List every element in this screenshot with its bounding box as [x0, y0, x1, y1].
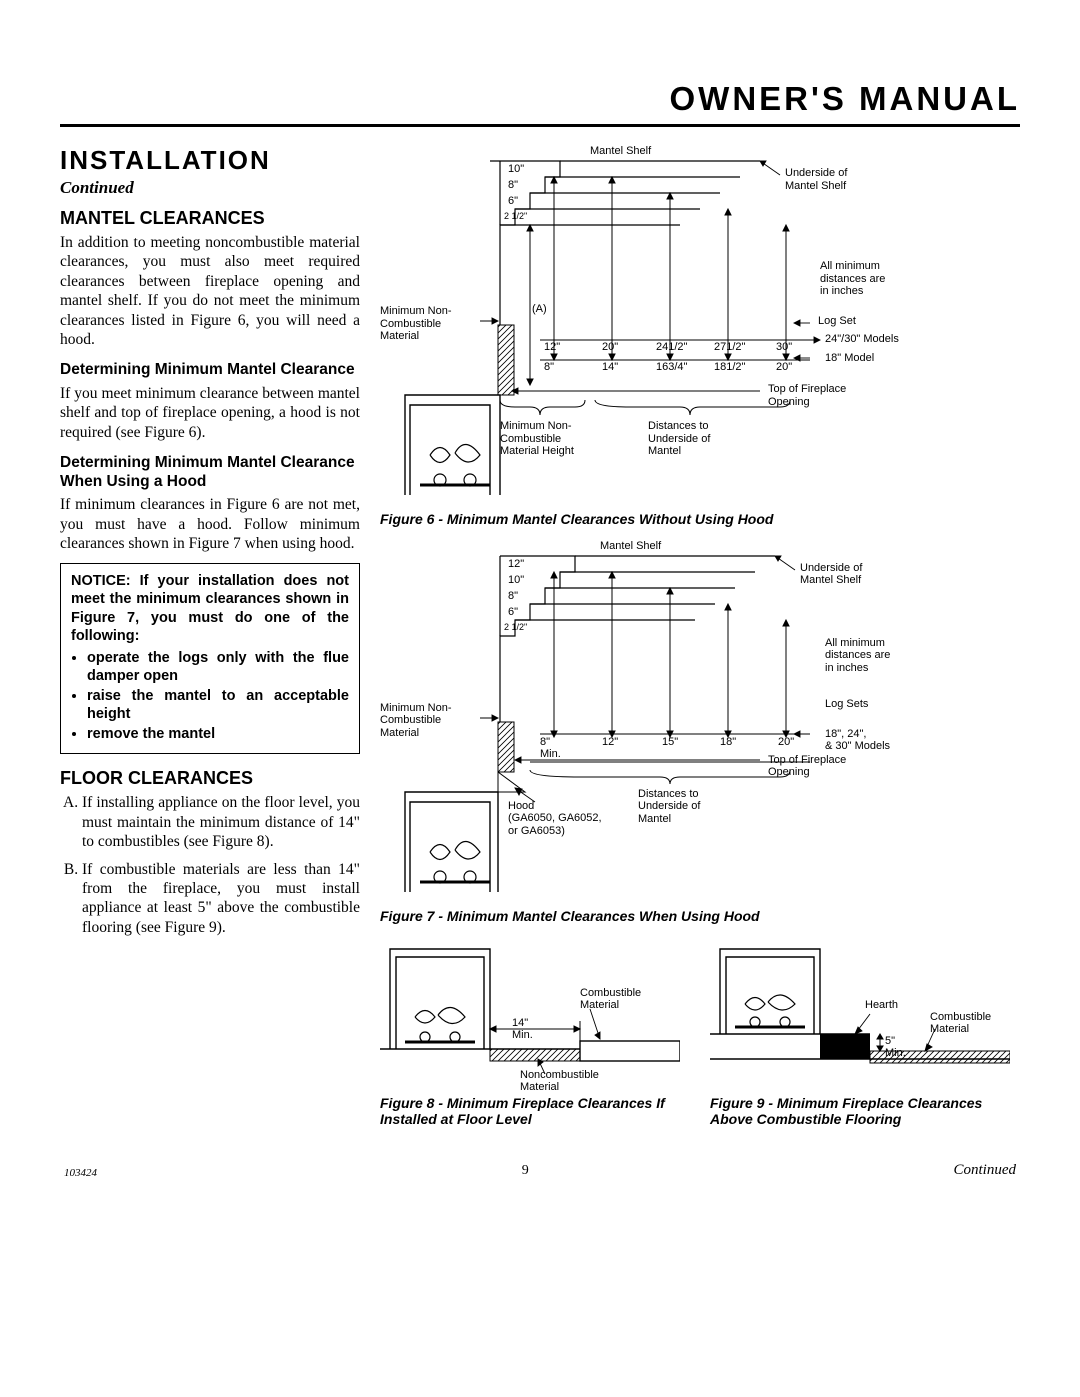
label-models2: 18" Model	[825, 352, 874, 365]
label-min-noncomb-h: Minimum Non- Combustible Material Height	[500, 420, 574, 458]
section-heading: INSTALLATION	[60, 145, 360, 176]
notice-bullet: remove the mantel	[87, 725, 349, 743]
label-min-noncomb: Minimum Non- Combustible Material	[380, 305, 452, 343]
row-val: 30"	[776, 341, 792, 354]
figure-7-diagram: Mantel Shelf Underside of Mantel Shelf A…	[380, 542, 1020, 902]
mantel-sub1: Determining Minimum Mantel Clearance	[60, 361, 360, 380]
label-min-noncomb: Minimum Non- Combustible Material	[380, 702, 452, 740]
floor-item-a: If installing appliance on the floor lev…	[82, 793, 360, 851]
mantel-p1: In addition to meeting noncombustible ma…	[60, 233, 360, 349]
label-underside: Underside of Mantel Shelf	[800, 562, 862, 587]
row-val: 20"	[602, 341, 618, 354]
label-underside: Underside of Mantel Shelf	[785, 167, 847, 192]
label-combustible: Combustible Material	[930, 1011, 991, 1036]
step-label: 2 1/2"	[504, 622, 527, 632]
label-allmin: All minimum distances are in inches	[820, 260, 885, 298]
label-topopen: Top of Fireplace Opening	[768, 754, 846, 779]
mantel-heading: MANTEL CLEARANCES	[60, 208, 360, 229]
row-val: 8"	[544, 361, 554, 374]
row-val: 18"	[720, 736, 736, 749]
label-allmin: All minimum distances are in inches	[825, 637, 890, 675]
label-mantel-shelf: Mantel Shelf	[600, 540, 661, 553]
label-dist: 5" Min.	[885, 1035, 906, 1060]
row-val: 8" Min.	[540, 736, 561, 761]
notice-bullet: operate the logs only with the flue damp…	[87, 649, 349, 685]
step-label: 12"	[508, 558, 524, 571]
label-logset: Log Set	[818, 315, 856, 328]
notice-box: NOTICE: If your installation does not me…	[60, 563, 360, 754]
figure-6-diagram: Mantel Shelf Underside of Mantel Shelf A…	[380, 145, 1020, 505]
label-a: (A)	[532, 303, 547, 316]
figure-8-diagram: 14" Min. Combustible Material Noncombust…	[380, 939, 690, 1089]
label-mantel-shelf: Mantel Shelf	[590, 145, 651, 158]
floor-heading: FLOOR CLEARANCES	[60, 768, 360, 789]
label-combustible: Combustible Material	[580, 987, 641, 1012]
label-models: 18", 24", & 30" Models	[825, 728, 890, 753]
label-noncombustible: Noncombustible Material	[520, 1069, 599, 1094]
notice-bullet: raise the mantel to an acceptable height	[87, 687, 349, 723]
step-label: 8"	[508, 590, 518, 603]
label-dist-under: Distances to Underside of Mantel	[638, 788, 700, 826]
row-val: 20"	[778, 736, 794, 749]
mantel-sub2: Determining Minimum Mantel Clearance Whe…	[60, 454, 360, 491]
step-label: 8"	[508, 179, 518, 192]
label-logsets: Log Sets	[825, 698, 868, 711]
mantel-p2: If you meet minimum clearance between ma…	[60, 384, 360, 442]
label-hearth: Hearth	[865, 999, 898, 1012]
row-val: 12"	[544, 341, 560, 354]
label-topopen: Top of Fireplace Opening	[768, 383, 846, 408]
label-dist-under: Distances to Underside of Mantel	[648, 420, 710, 458]
label-models1: 24"/30" Models	[825, 333, 899, 346]
step-label: 10"	[508, 163, 524, 176]
row-val: 20"	[776, 361, 792, 374]
figure-9-caption: Figure 9 - Minimum Fireplace Clearances …	[710, 1095, 1020, 1129]
row-val: 181/2"	[714, 361, 745, 374]
notice-lead: NOTICE: If your installation does not me…	[71, 572, 349, 645]
label-hood: Hood (GA6050, GA6052, or GA6053)	[508, 800, 602, 838]
label-dist: 14" Min.	[512, 1017, 533, 1042]
continued-label: Continued	[954, 1162, 1017, 1179]
floor-item-b: If combustible materials are less than 1…	[82, 860, 360, 938]
row-val: 12"	[602, 736, 618, 749]
page-title: OWNER'S MANUAL	[60, 80, 1020, 127]
mantel-p3: If minimum clearances in Figure 6 are no…	[60, 495, 360, 553]
figure-8-caption: Figure 8 - Minimum Fireplace Clearances …	[380, 1095, 690, 1129]
figure-7-caption: Figure 7 - Minimum Mantel Clearances Whe…	[380, 908, 1020, 925]
figure-9-diagram: Hearth Combustible Material 5" Min.	[710, 939, 1020, 1089]
row-val: 271/2"	[714, 341, 745, 354]
step-label: 6"	[508, 606, 518, 619]
row-val: 241/2"	[656, 341, 687, 354]
row-val: 163/4"	[656, 361, 687, 374]
continued-label: Continued	[60, 178, 360, 198]
page-footer: 103424 9 Continued	[60, 1162, 1020, 1179]
figure-6-caption: Figure 6 - Minimum Mantel Clearances Wit…	[380, 511, 1020, 528]
doc-number: 103424	[64, 1167, 97, 1179]
page-number: 9	[522, 1163, 529, 1179]
step-label: 2 1/2"	[504, 211, 527, 221]
row-val: 14"	[602, 361, 618, 374]
step-label: 10"	[508, 574, 524, 587]
step-label: 6"	[508, 195, 518, 208]
row-val: 15"	[662, 736, 678, 749]
